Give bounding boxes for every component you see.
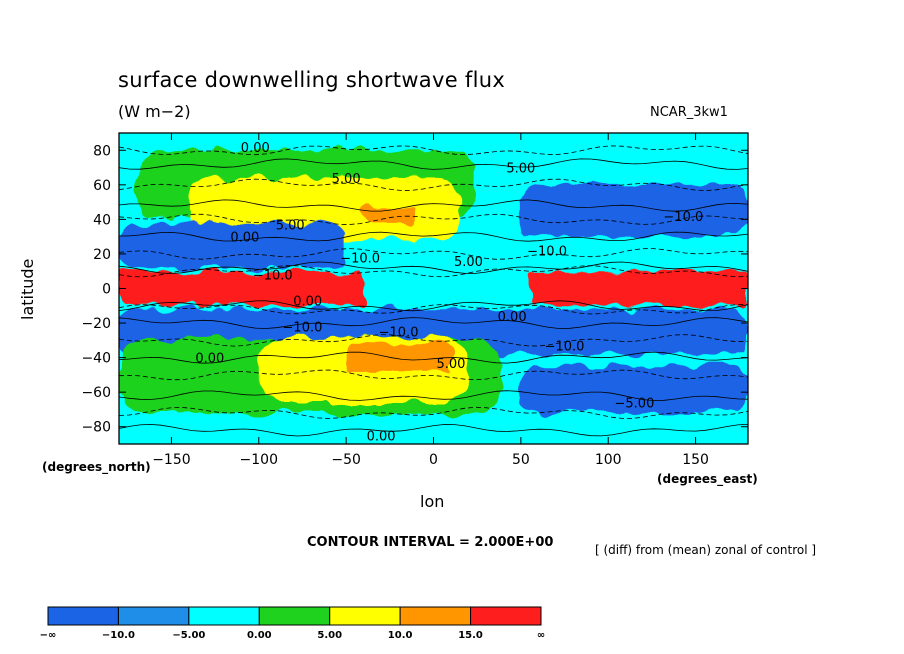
x-tick-label-5: 100 bbox=[595, 452, 622, 468]
contour-label-18: 0.00 bbox=[367, 429, 396, 444]
x-tick-label-2: −50 bbox=[331, 452, 361, 468]
contour-lines bbox=[119, 145, 748, 437]
contour-label-7: −10.0 bbox=[340, 251, 380, 266]
contour-line-12 bbox=[119, 334, 748, 347]
y-tick-label-2: 40 bbox=[93, 212, 111, 228]
contour-label-8: 5.00 bbox=[454, 255, 483, 270]
band-7 bbox=[529, 271, 748, 306]
contour-line-10 bbox=[119, 304, 748, 315]
colorbar-swatch-4 bbox=[329, 606, 401, 626]
contour-labels: 0.005.005.00−10.05.000.00−10.0−10.0 5.00−… bbox=[195, 141, 703, 444]
contour-label-11: −10.0 bbox=[283, 321, 323, 336]
y-tick-label-1: 60 bbox=[93, 178, 111, 194]
contour-label-14: −10.0 bbox=[545, 340, 585, 355]
chart-title: surface downwelling shortwave flux bbox=[118, 68, 506, 92]
contour-line-11 bbox=[119, 317, 748, 329]
contour-interval: CONTOUR INTERVAL = 2.000E+00 bbox=[307, 535, 554, 550]
x-tick-label-3: 0 bbox=[429, 452, 438, 468]
band-group bbox=[119, 138, 748, 413]
x-tick-label-6: 150 bbox=[682, 452, 709, 468]
band-12 bbox=[520, 366, 748, 413]
model-name: NCAR_3kw1 bbox=[650, 105, 728, 120]
x-tick-label-0: −150 bbox=[152, 452, 190, 468]
contour-line-14 bbox=[119, 369, 748, 381]
colorbar-swatch-1 bbox=[117, 606, 190, 626]
band-4 bbox=[520, 184, 748, 237]
contour-label-2: 5.00 bbox=[332, 172, 361, 187]
colorbar-label-4: 5.00 bbox=[317, 630, 342, 641]
colorbar: −∞ −10.0 −5.00 0.00 5.00 10.0 15.0 ∞ bbox=[40, 606, 545, 641]
y-axis-units: (degrees_north) bbox=[42, 460, 151, 474]
colorbar-label-6: 15.0 bbox=[458, 630, 483, 641]
contour-label-12: −10.0 bbox=[379, 326, 419, 341]
contour-line-1 bbox=[119, 158, 748, 170]
contour-label-4: 5.00 bbox=[276, 219, 305, 234]
chart-units: (W m−2) bbox=[118, 102, 191, 121]
difference-note: [ (diff) from (mean) zonal of control ] bbox=[595, 543, 817, 557]
y-tick-label-8: −80 bbox=[81, 420, 111, 436]
contour-label-0: 0.00 bbox=[241, 141, 270, 156]
colorbar-swatch-3 bbox=[258, 606, 331, 626]
contour-label-3: −10.0 bbox=[663, 210, 703, 225]
band-3 bbox=[363, 207, 417, 223]
colorbar-swatch-6 bbox=[470, 606, 542, 626]
contour-line-7 bbox=[119, 261, 748, 274]
colorbar-label-7: ∞ bbox=[537, 630, 545, 641]
colorbar-swatch-2 bbox=[188, 606, 260, 626]
y-tick-label-0: 80 bbox=[93, 143, 111, 159]
contour-line-2 bbox=[119, 178, 748, 192]
contour-line-13 bbox=[119, 351, 748, 364]
colorbar-label-1: −10.0 bbox=[102, 630, 135, 641]
band-6 bbox=[119, 271, 364, 306]
colorbar-swatch-5 bbox=[399, 606, 472, 626]
contour-label-1: 5.00 bbox=[506, 162, 535, 177]
x-axis-label: lon bbox=[420, 492, 445, 511]
x-tick-label-4: 50 bbox=[512, 452, 530, 468]
contour-label-6: −10.0 bbox=[527, 244, 567, 259]
axes: −150 −100 −50 0 50 100 150 80 60 40 20 0 −20 −40 −60 −8… bbox=[81, 133, 748, 468]
contour-line-4 bbox=[119, 213, 748, 225]
contour-label-5: 0.00 bbox=[230, 231, 259, 246]
contour-label-15: 0.00 bbox=[195, 352, 224, 367]
colorbar-label-3: 0.00 bbox=[247, 630, 272, 641]
contour-line-0 bbox=[119, 145, 748, 156]
x-tick-label-1: −100 bbox=[240, 452, 278, 468]
contour-line-3 bbox=[119, 199, 748, 212]
contour-line-8 bbox=[119, 265, 748, 278]
x-axis-units: (degrees_east) bbox=[657, 472, 758, 486]
y-tick-label-4: 0 bbox=[102, 282, 111, 298]
y-tick-label-6: −40 bbox=[81, 351, 111, 367]
contour-line-9 bbox=[119, 300, 748, 312]
colorbar-label-2: −5.00 bbox=[172, 630, 205, 641]
y-tick-label-3: 20 bbox=[93, 247, 111, 263]
contour-line-15 bbox=[119, 390, 748, 401]
contour-line-16 bbox=[119, 406, 748, 419]
contour-label-9: −10.0 bbox=[253, 269, 293, 284]
contour-line-6 bbox=[119, 248, 748, 260]
colorbar-swatch-0 bbox=[47, 606, 119, 626]
contour-label-10: 0.00 bbox=[293, 295, 322, 310]
y-tick-label-7: −60 bbox=[81, 385, 111, 401]
colorbar-label-5: 10.0 bbox=[388, 630, 413, 641]
band-11 bbox=[346, 343, 451, 372]
shaded-field bbox=[119, 133, 748, 444]
contour-line-5 bbox=[119, 231, 748, 242]
contour-label-16: 5.00 bbox=[436, 357, 465, 372]
contour-label-17: −5.00 bbox=[615, 397, 655, 412]
contour-line-17 bbox=[119, 423, 748, 437]
contour-label-13: 0.00 bbox=[498, 310, 527, 325]
y-tick-label-5: −20 bbox=[81, 316, 111, 332]
colorbar-label-0: −∞ bbox=[40, 630, 57, 641]
